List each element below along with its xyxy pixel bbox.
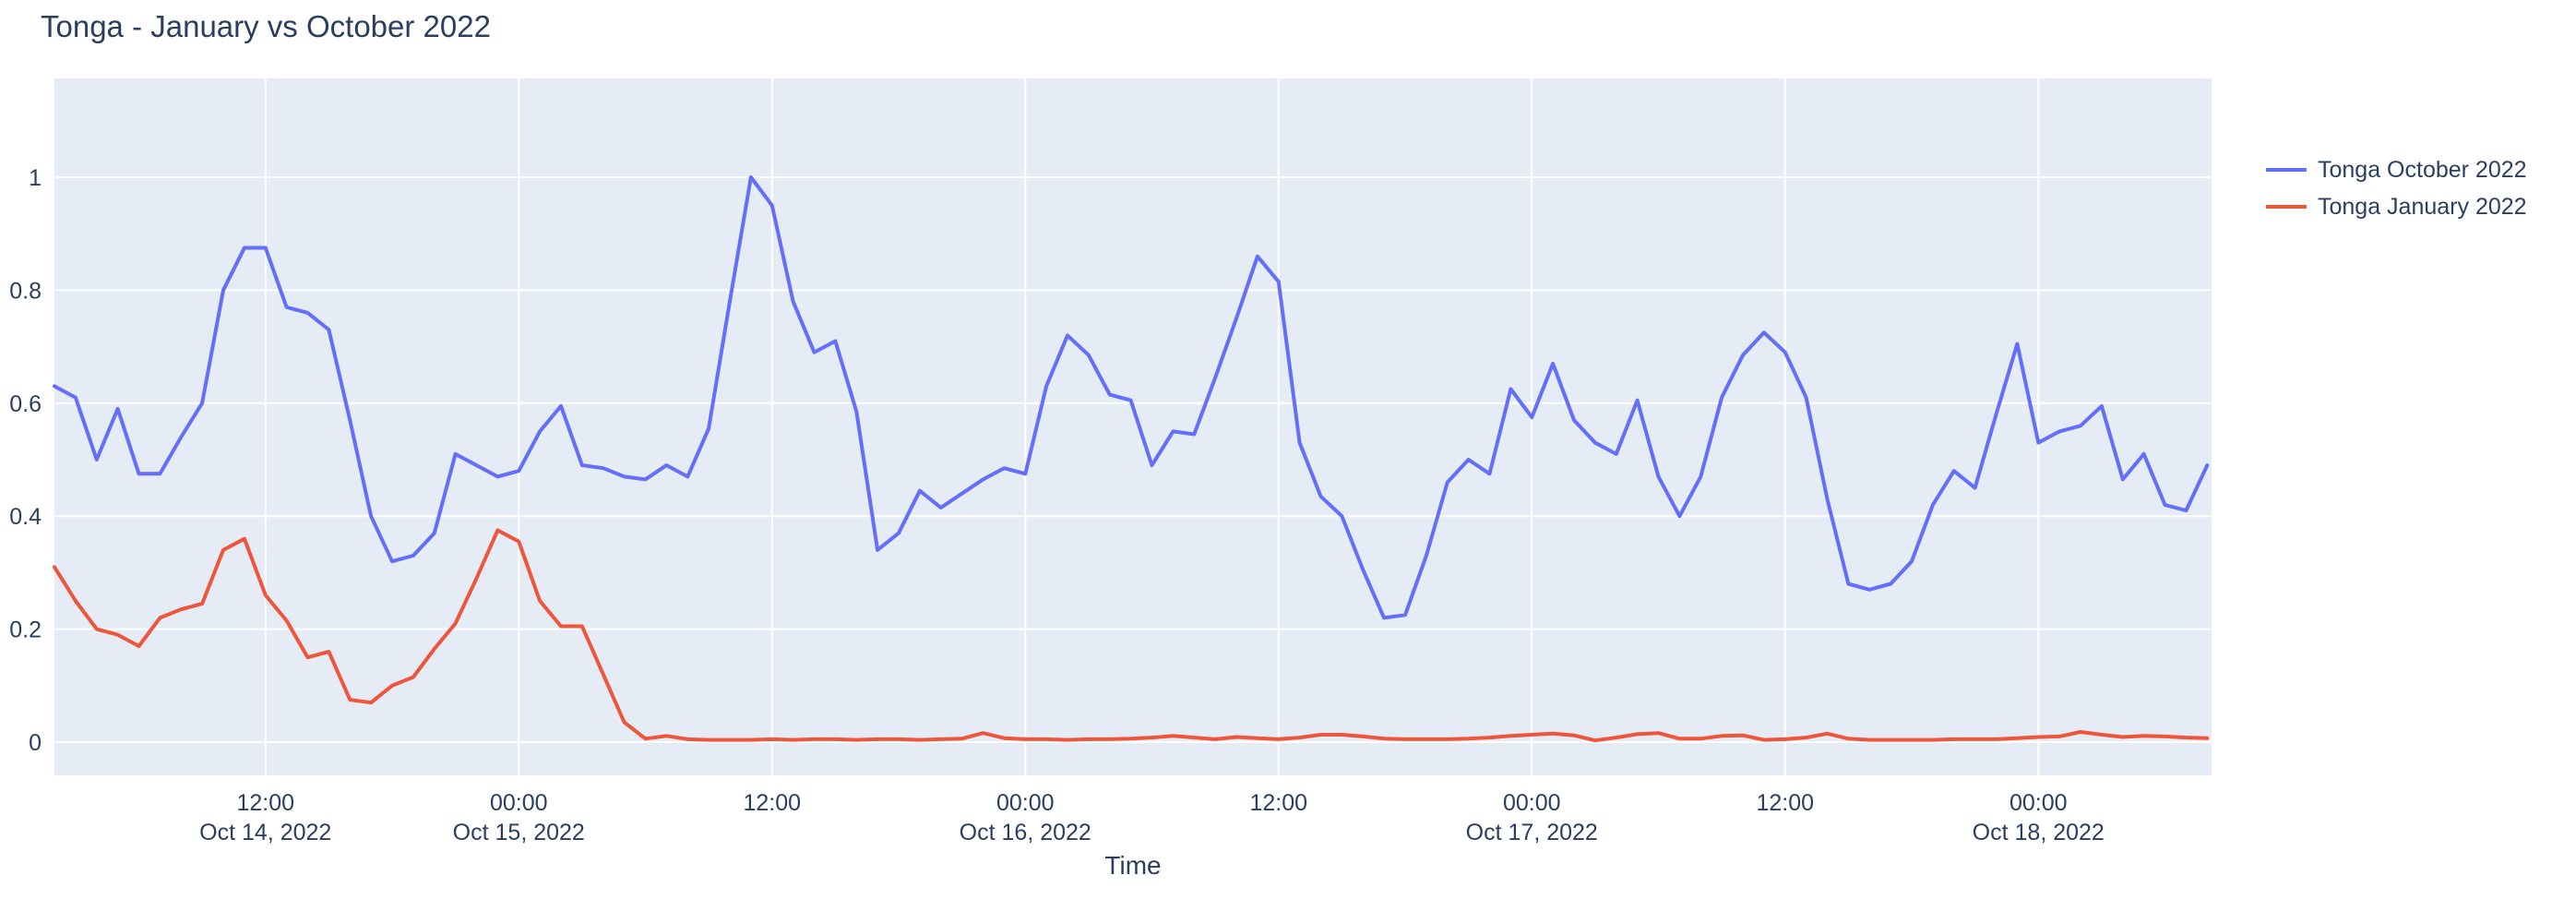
x-tick-date-label: Oct 16, 2022 [960, 820, 1091, 845]
series-line-tonga-january-2022[interactable] [53, 528, 2210, 743]
y-tick-label: 0.2 [9, 617, 42, 643]
y-tick-label: 0.8 [9, 278, 42, 304]
x-tick-date-label: Oct 17, 2022 [1466, 820, 1598, 845]
legend-item-tonga-january-2022[interactable]: Tonga January 2022 [2266, 188, 2527, 225]
legend-swatch-tonga-january-2022 [2266, 205, 2307, 209]
x-tick-label: 00:00 [1503, 790, 1561, 816]
legend-label: Tonga October 2022 [2318, 156, 2527, 183]
x-tick-label: 12:00 [1249, 790, 1307, 816]
x-tick-label: 12:00 [1756, 790, 1814, 816]
series-line-tonga-october-2022[interactable] [53, 175, 2210, 620]
legend-swatch-tonga-october-2022 [2266, 168, 2307, 172]
x-tick-date-label: Oct 15, 2022 [453, 820, 585, 845]
y-tick-label: 0 [29, 730, 42, 756]
plot-area[interactable] [54, 78, 2212, 775]
legend-item-tonga-october-2022[interactable]: Tonga October 2022 [2266, 151, 2527, 188]
y-tick-label: 1 [29, 165, 42, 191]
x-tick-label: 00:00 [2010, 790, 2068, 816]
legend-label: Tonga January 2022 [2318, 193, 2527, 220]
x-axis-title: Time [1104, 851, 1162, 880]
x-tick-label: 12:00 [743, 790, 801, 816]
x-tick-label: 00:00 [490, 790, 548, 816]
x-tick-date-label: Oct 18, 2022 [1973, 820, 2105, 845]
chart-title: Tonga - January vs October 2022 [41, 9, 491, 43]
x-tick-label: 00:00 [996, 790, 1055, 816]
x-tick-label: 12:00 [236, 790, 294, 816]
y-tick-label: 0.6 [9, 391, 42, 417]
legend: Tonga October 2022 Tonga January 2022 [2266, 151, 2527, 225]
y-tick-label: 0.4 [9, 504, 42, 530]
x-tick-date-label: Oct 14, 2022 [199, 820, 331, 845]
